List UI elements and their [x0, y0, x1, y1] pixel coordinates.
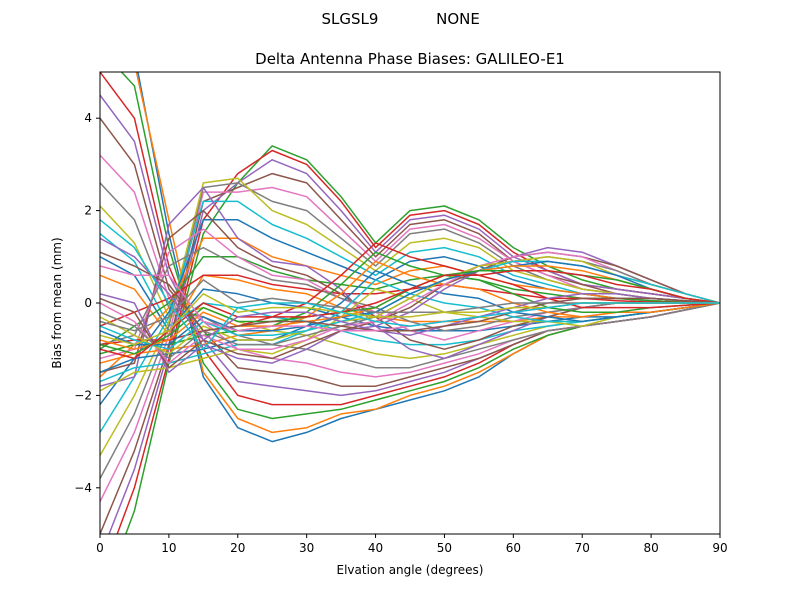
- x-tick-label: 10: [161, 541, 176, 555]
- y-tick-label: 4: [84, 111, 92, 125]
- x-tick-label: 30: [299, 541, 314, 555]
- x-tick-label: 80: [643, 541, 658, 555]
- y-tick-label: −4: [74, 481, 92, 495]
- x-tick-label: 20: [230, 541, 245, 555]
- series-group: [100, 72, 720, 534]
- series-line-s41: [100, 260, 720, 346]
- y-tick-label: −2: [74, 388, 92, 402]
- y-axis: −4 −2 0 2 4: [74, 111, 100, 495]
- x-tick-label: 60: [506, 541, 521, 555]
- x-tick-label: 50: [437, 541, 452, 555]
- x-tick-label: 0: [96, 541, 104, 555]
- series-line-s45: [100, 237, 720, 341]
- x-axis: 0 10 20 30 40 50 60 70 80 90: [96, 534, 728, 555]
- radome-label: NONE: [436, 10, 480, 28]
- y-tick-label: 0: [84, 296, 92, 310]
- y-axis-label: Bias from mean (mm): [50, 237, 64, 368]
- x-tick-label: 90: [712, 541, 727, 555]
- y-tick-label: 2: [84, 204, 92, 218]
- chart-title: Delta Antenna Phase Biases: GALILEO-E1: [255, 50, 565, 68]
- series-line-s46: [100, 251, 720, 332]
- x-tick-label: 40: [368, 541, 383, 555]
- series-line-s44: [100, 269, 720, 360]
- station-label: SLGSL9: [322, 10, 379, 28]
- series-line-s50: [100, 219, 720, 350]
- x-axis-label: Elvation angle (degrees): [337, 563, 484, 577]
- x-tick-label: 70: [575, 541, 590, 555]
